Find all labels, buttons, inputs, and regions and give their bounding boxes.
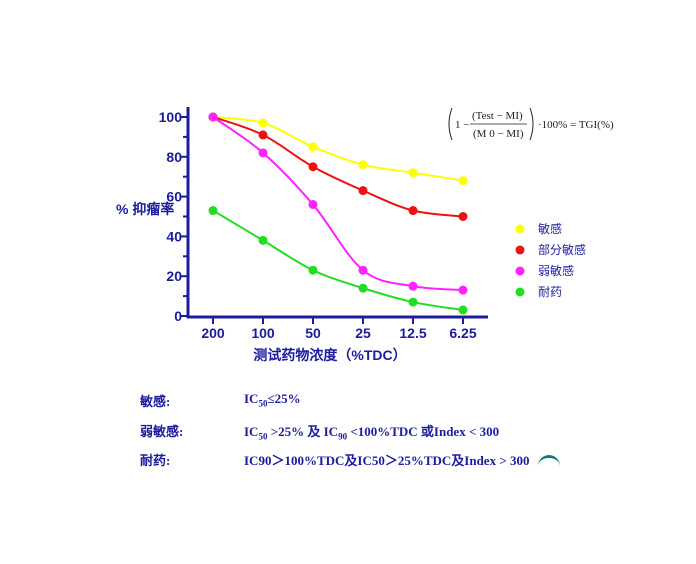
y-axis-title: % 抑瘤率 bbox=[116, 201, 174, 217]
legend-label-3: 耐药 bbox=[538, 285, 562, 299]
series-2-point-2 bbox=[308, 200, 318, 210]
legend-label-1: 部分敏感 bbox=[538, 242, 586, 257]
legend-marker-2 bbox=[515, 266, 525, 276]
series-1-point-4 bbox=[408, 206, 418, 216]
criteria-label: 弱敏感: bbox=[140, 424, 184, 439]
legend-label-0: 敏感 bbox=[538, 221, 562, 236]
formula-numerator: (Test − MI) bbox=[472, 110, 523, 122]
tgi-formula: 1 − (Test − MI) (M 0 − MI) ·100% = TGI(%… bbox=[448, 107, 614, 141]
x-tick-label: 12.5 bbox=[399, 325, 426, 341]
series-3-point-4 bbox=[408, 297, 418, 307]
criteria-text: IC50≤25% bbox=[244, 391, 301, 409]
x-tick-label: 200 bbox=[201, 325, 225, 341]
y-tick-label: 40 bbox=[166, 228, 182, 244]
y-tick-label: 80 bbox=[166, 149, 182, 165]
y-tick-label: 100 bbox=[159, 109, 183, 125]
criteria-text: IC50 >25% 及 IC90 <100%TDC 或Index < 300 bbox=[244, 424, 500, 442]
series-2-point-5 bbox=[458, 285, 468, 295]
series-3-point-1 bbox=[258, 235, 268, 245]
series-3-point-2 bbox=[308, 265, 318, 275]
legend-label-2: 弱敏感 bbox=[538, 263, 574, 278]
series-0-point-1 bbox=[258, 118, 268, 128]
formula-left: 1 − bbox=[455, 119, 469, 131]
series-1-point-1 bbox=[258, 130, 268, 140]
series-2-point-4 bbox=[408, 281, 418, 291]
chart-curves bbox=[212, 116, 464, 312]
series-3-point-5 bbox=[458, 305, 468, 315]
series-line-0 bbox=[212, 116, 464, 182]
logo-fragment-icon bbox=[538, 455, 560, 470]
series-1-point-5 bbox=[458, 212, 468, 221]
series-3-point-3 bbox=[358, 283, 368, 293]
y-tick-label: 60 bbox=[166, 189, 182, 205]
legend-marker-1 bbox=[515, 245, 525, 255]
series-0-point-3 bbox=[358, 160, 368, 170]
series-line-3 bbox=[212, 209, 464, 312]
x-axis-title: 测试药物浓度（%TDC） bbox=[253, 347, 406, 363]
series-1-point-3 bbox=[358, 186, 368, 196]
criteria-label: 耐药: bbox=[140, 453, 171, 468]
x-tick-label: 25 bbox=[355, 325, 371, 341]
x-tick-label: 6.25 bbox=[449, 325, 476, 341]
criteria-label: 敏感: bbox=[140, 394, 171, 409]
y-tick-label: 20 bbox=[166, 268, 182, 284]
x-tick-label: 100 bbox=[251, 325, 275, 341]
legend-marker-0 bbox=[515, 224, 525, 234]
legend-marker-3 bbox=[515, 287, 525, 297]
series-line-1 bbox=[212, 116, 464, 218]
series-2-point-0 bbox=[208, 112, 218, 122]
series-0-point-2 bbox=[308, 142, 318, 152]
chart-points bbox=[208, 112, 468, 315]
chart-axes: 0 20 40 60 80 100 200 100 50 25 12.5 6.25 % 抑瘤率测试药物浓… bbox=[116, 107, 488, 363]
x-tick-label: 50 bbox=[305, 325, 321, 341]
series-3-point-0 bbox=[208, 206, 218, 216]
series-0-point-4 bbox=[408, 168, 418, 178]
series-line-2 bbox=[212, 116, 464, 292]
series-2-point-1 bbox=[258, 148, 268, 158]
criteria-text: IC90＞100%TDC及IC50＞25%TDC及Index > 300 bbox=[244, 453, 530, 468]
formula-denominator: (M 0 − MI) bbox=[473, 128, 524, 140]
formula-right: ·100% = TGI(%) bbox=[538, 119, 614, 131]
series-0-point-5 bbox=[458, 176, 468, 186]
series-2-point-3 bbox=[358, 265, 368, 275]
y-tick-label: 0 bbox=[174, 308, 182, 324]
series-1-point-2 bbox=[308, 162, 318, 172]
